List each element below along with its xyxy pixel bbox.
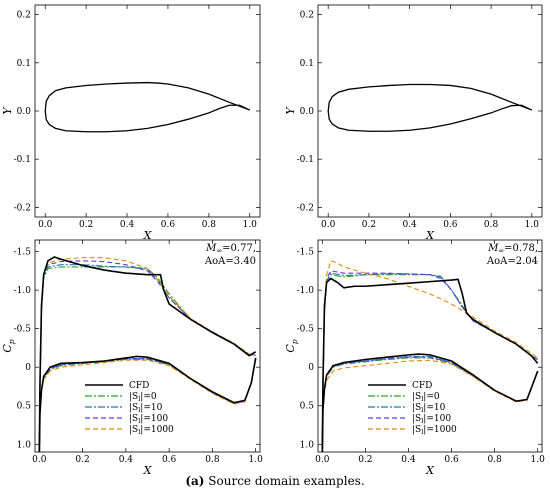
x-tick-label: 0.8	[205, 455, 220, 465]
x-tick-label: 1.0	[525, 220, 540, 230]
x-axis-label: X	[143, 229, 153, 242]
x-tick-label: 0.2	[75, 455, 89, 465]
aoa-annotation: AoA=3.40	[204, 256, 256, 267]
legend-entry: |Sl|=100	[129, 414, 168, 425]
x-tick-label: 0.6	[162, 455, 177, 465]
y-tick-label: -1.0	[14, 286, 32, 296]
y-tick-label: -0.2	[297, 203, 314, 213]
y-tick-label: -0.1	[14, 155, 31, 165]
legend-entry: CFD	[412, 381, 432, 391]
plot-frame	[317, 4, 543, 218]
y-axis-label: Cp	[1, 339, 16, 352]
y-tick-label: 0.5	[300, 402, 315, 412]
legend-entry: |Sl|=1000	[412, 425, 457, 436]
y-tick-label: 0	[308, 363, 314, 373]
cp-plot-left: 0.0 0.2 0.4 0.6 0.8 1.0 -1.5 -1.0 -0.5 0 0.5 1.0 X Cp…	[1, 239, 264, 477]
cp-series-cfd-lower	[321, 353, 539, 453]
cp-series--s-l-1000-upper	[321, 260, 539, 453]
y-tick-label: 0.1	[300, 59, 314, 69]
y-tick-label: -0.1	[297, 155, 314, 165]
cp-series-cfd-upper	[38, 256, 257, 453]
y-tick-label: 0.0	[300, 107, 315, 117]
y-tick-label: -0.2	[14, 203, 31, 213]
y-tick-label: 1.0	[300, 440, 315, 450]
x-tick-label: 0.4	[119, 455, 134, 465]
mach-annotation: M∞=0.78,	[487, 243, 538, 255]
cp-series--s-l-10-upper	[38, 264, 256, 453]
x-tick-label: 0.0	[315, 455, 330, 465]
x-tick-label: 0.4	[120, 220, 135, 230]
plot-frame	[34, 4, 261, 218]
airfoil-profile	[44, 81, 251, 133]
plot-frame	[317, 239, 543, 453]
legend-entry: |Sl|=10	[412, 403, 446, 414]
x-tick-label: 0.8	[202, 220, 217, 230]
x-tick-label: 0.2	[79, 220, 93, 230]
y-axis-label: Y	[1, 106, 14, 115]
x-tick-label: 0.0	[32, 455, 47, 465]
x-axis-label: X	[425, 229, 435, 242]
x-tick-label: 0.4	[401, 455, 416, 465]
plot-frame	[34, 239, 261, 453]
y-axis-label: Cp	[284, 339, 299, 352]
mach-annotation: M∞=0.77,	[205, 243, 256, 255]
x-tick-label: 1.0	[531, 455, 546, 465]
y-tick-label: 0.2	[300, 11, 314, 21]
caption-text: Source domain examples.	[204, 474, 365, 488]
y-tick-label: 1.0	[17, 440, 32, 450]
y-tick-label: -1.5	[297, 248, 315, 258]
legend-entry: |Sl|=0	[412, 392, 440, 403]
airfoil-profile	[327, 83, 533, 132]
y-tick-label: 0.0	[17, 107, 32, 117]
legend-entry: |Sl|=100	[412, 414, 451, 425]
aoa-annotation: AoA=2.04	[486, 256, 538, 267]
y-tick-label: 0	[25, 363, 31, 373]
x-tick-label: 0.2	[358, 455, 372, 465]
y-tick-label: -1.0	[297, 286, 315, 296]
cp-plot-right: 0.0 0.2 0.4 0.6 0.8 1.0 -1.5 -1.0 -0.5 0 0.5 1.0 X Cp…	[284, 239, 546, 477]
legend-entry: |Sl|=1000	[129, 425, 174, 436]
x-tick-label: 0.2	[362, 220, 376, 230]
y-tick-label: 0.1	[17, 59, 31, 69]
x-tick-label: 0.6	[444, 455, 459, 465]
caption-label: (a)	[185, 474, 205, 488]
x-tick-label: 0.6	[161, 220, 176, 230]
legend-entry: CFD	[129, 381, 149, 391]
airfoil-plot-right: 0.0 0.2 0.4 0.6 0.8 1.0 0.2 0.1 0.0 -0.1 -0.2 X Y	[284, 4, 543, 242]
y-tick-label: -0.5	[297, 325, 315, 335]
legend-entry: |Sl|=10	[129, 403, 163, 414]
y-axis-label: Y	[284, 106, 297, 115]
x-tick-label: 0.0	[38, 220, 53, 230]
y-tick-label: 0.5	[17, 402, 32, 412]
y-tick-label: -0.5	[14, 325, 32, 335]
x-tick-label: 0.8	[487, 455, 502, 465]
figure-caption: (a) Source domain examples.	[0, 474, 550, 488]
y-tick-label: -1.5	[14, 248, 32, 258]
x-tick-label: 0.0	[321, 220, 336, 230]
cp-series-cfd-lower	[38, 355, 257, 453]
legend-entry: |Sl|=0	[129, 392, 157, 403]
x-tick-label: 0.8	[484, 220, 499, 230]
x-tick-label: 0.6	[443, 220, 458, 230]
cp-series-cfd-upper	[321, 277, 539, 453]
y-tick-label: 0.2	[17, 11, 31, 21]
airfoil-plot-left: 0.0 0.2 0.4 0.6 0.8 1.0 0.2 0.1 0.0 -0.1 -0.2 X Y	[1, 4, 261, 242]
x-tick-label: 1.0	[243, 220, 258, 230]
x-tick-label: 0.4	[402, 220, 417, 230]
x-axis-label: X	[425, 464, 435, 477]
x-axis-label: X	[143, 464, 153, 477]
cp-series--s-l-1000-upper	[38, 257, 256, 453]
x-tick-label: 1.0	[249, 455, 264, 465]
